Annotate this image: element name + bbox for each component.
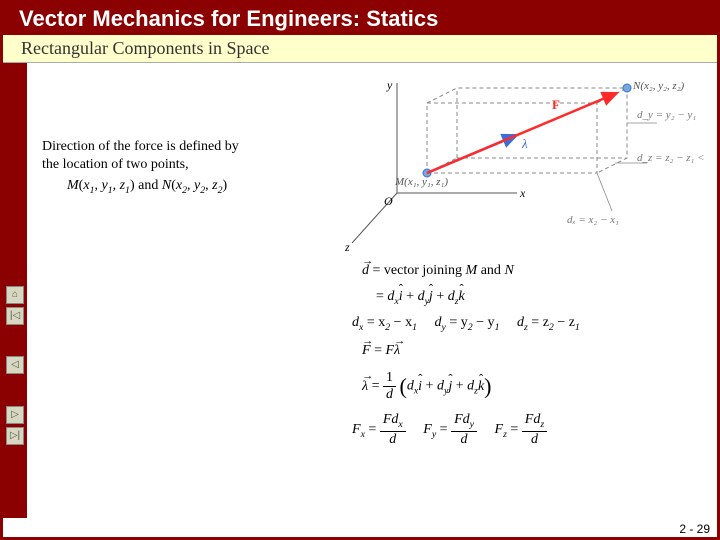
left-rail: ⌂ |◁ ◁ ▷ ▷|: [3, 63, 27, 518]
z-axis-label: z: [344, 240, 350, 253]
title-bar: Vector Mechanics for Engineers: Statics: [3, 3, 717, 35]
eq-lambda: λ = 1d (dxi + dyj + dzk): [362, 371, 492, 402]
subtitle-text: Rectangular Components in Space: [21, 38, 269, 59]
eq-d-definition: d = vector joining M and N: [362, 263, 514, 279]
N-label: N(x₂, y₂, z₂): [632, 80, 685, 92]
back-icon: ◁: [11, 360, 19, 370]
body-paragraph: Direction of the force is defined by the…: [42, 138, 282, 173]
nav-last-button[interactable]: ▷|: [6, 427, 24, 445]
title-text: Vector Mechanics for Engineers: Statics: [19, 6, 438, 32]
x-axis-label: x: [519, 186, 526, 200]
M-label: M(x₁, y₁, z₁): [394, 176, 448, 188]
lambda-label: λ: [521, 136, 528, 151]
origin-label: O: [384, 194, 393, 208]
eq-dxyz: dx = x2 − x1 dy = y2 − y1 dz = z2 − z1: [352, 315, 580, 333]
dx-label: dₓ = x₂ − x₁: [567, 214, 619, 226]
fwd-icon: ▷: [11, 410, 19, 420]
nav-first-button[interactable]: |◁: [6, 307, 24, 325]
content-area: Direction of the force is defined by the…: [27, 63, 717, 518]
F-label: F: [552, 97, 560, 112]
home-icon: ⌂: [12, 290, 18, 300]
nav-back-button[interactable]: ◁: [6, 356, 24, 374]
last-icon: ▷|: [10, 431, 20, 441]
page-number: 2 - 29: [679, 522, 710, 536]
y-axis-label: y: [386, 78, 393, 92]
body-line2: the location of two points,: [42, 157, 189, 172]
first-icon: |◁: [10, 311, 20, 321]
subtitle-bar: Rectangular Components in Space: [3, 35, 717, 63]
nav-home-button[interactable]: ⌂: [6, 286, 24, 304]
eq-F: F = Fλ: [362, 343, 400, 359]
dy-label: d_y = y₂ − y₁: [637, 109, 696, 121]
eq-d-components: = dxi + dyj + dzk: [376, 289, 465, 307]
body-line1: Direction of the force is defined by: [42, 139, 239, 154]
points-definition: M(x1, y1, z1) and N(x2, y2, z2): [67, 178, 227, 196]
nav-fwd-button[interactable]: ▷: [6, 406, 24, 424]
dz-label: d_z = z₂ − z₁ < 0: [637, 152, 707, 164]
eq-Fxyz: Fx = Fdxd Fy = Fdyd Fz = Fdzd: [352, 413, 547, 447]
space-diagram: y x z O F: [337, 73, 707, 253]
